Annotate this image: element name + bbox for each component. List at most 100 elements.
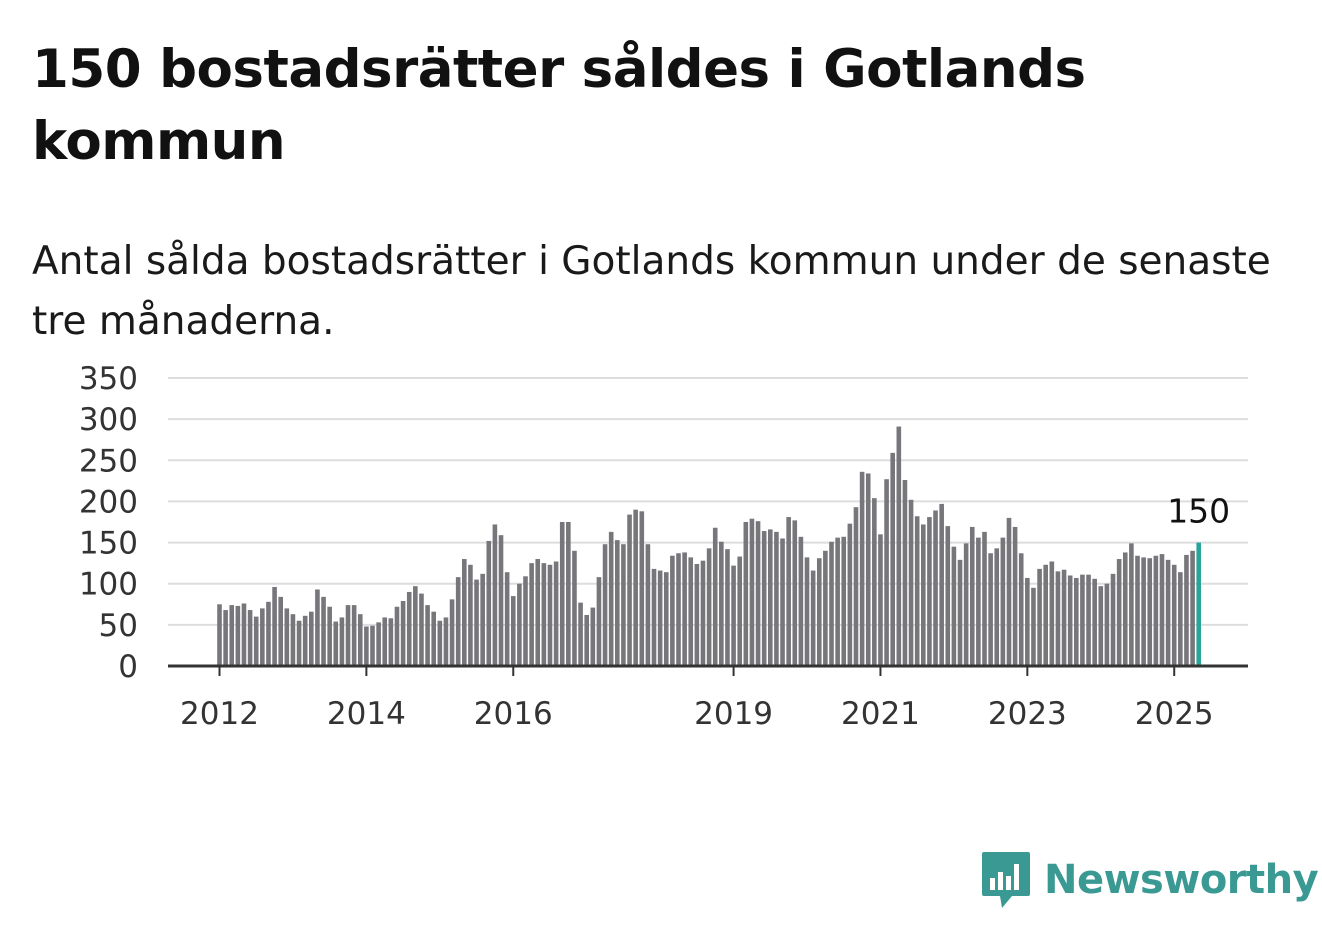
bar	[737, 556, 742, 666]
bar	[309, 611, 314, 666]
bar	[315, 589, 320, 666]
bar	[872, 498, 877, 666]
bar	[823, 550, 828, 666]
bar	[963, 543, 969, 666]
bar	[241, 603, 247, 666]
bar	[517, 583, 522, 666]
y-tick-label: 250	[79, 443, 138, 479]
bar	[351, 605, 357, 666]
bar	[982, 531, 987, 666]
bar	[394, 606, 400, 666]
bar	[945, 526, 951, 666]
bar	[388, 618, 394, 666]
bar	[1129, 543, 1134, 666]
bar	[223, 610, 228, 666]
bar	[853, 507, 859, 666]
bar	[260, 608, 265, 666]
bar	[364, 626, 369, 666]
y-tick-label: 300	[79, 402, 138, 438]
bar	[1141, 557, 1146, 666]
y-tick-label: 200	[79, 484, 138, 520]
bar	[1092, 578, 1097, 666]
bar	[1104, 583, 1110, 666]
y-tick-label: 150	[79, 526, 138, 562]
bar	[253, 616, 259, 666]
bar	[1178, 572, 1183, 666]
x-tick-label: 2012	[180, 696, 259, 732]
newsworthy-logo-icon	[982, 852, 1030, 908]
bar	[1018, 553, 1024, 666]
bar	[602, 544, 608, 666]
bar	[621, 544, 626, 666]
bar	[957, 559, 963, 666]
bar	[859, 471, 865, 666]
bar	[663, 572, 669, 666]
bar	[786, 517, 791, 666]
bar	[1147, 558, 1153, 666]
bar	[890, 452, 895, 666]
bar	[284, 608, 290, 666]
y-tick-label: 0	[118, 649, 138, 685]
bar	[682, 552, 687, 666]
y-axis-ticks: 0 50 100 150 200 250 300 350	[79, 361, 138, 685]
bar	[492, 524, 498, 666]
bar	[345, 605, 351, 666]
bar	[829, 541, 834, 666]
bar	[296, 620, 302, 666]
bar	[382, 617, 388, 666]
x-tick-label: 2021	[841, 696, 920, 732]
y-tick-label: 50	[99, 608, 138, 644]
bar	[615, 540, 620, 666]
bar	[596, 577, 602, 666]
bar	[896, 426, 902, 666]
bar	[902, 480, 908, 666]
bar	[627, 514, 632, 666]
bar	[768, 529, 773, 666]
bar	[988, 553, 993, 666]
bar	[639, 511, 645, 666]
bar	[449, 599, 455, 666]
bar	[462, 559, 467, 666]
bar	[884, 479, 889, 666]
bar	[486, 540, 492, 666]
bar	[480, 573, 485, 666]
bar	[694, 563, 700, 666]
bar	[523, 576, 528, 666]
bar	[1165, 559, 1171, 666]
bar	[651, 568, 657, 666]
bar	[455, 577, 461, 666]
data-label-last: 150	[1167, 492, 1230, 531]
bar	[865, 473, 871, 666]
bar	[419, 593, 424, 666]
bar	[1067, 575, 1073, 666]
bar	[425, 605, 430, 666]
bar	[951, 546, 957, 666]
bar	[510, 596, 516, 666]
bar-highlight	[1196, 542, 1201, 666]
bar	[1037, 568, 1042, 666]
bar	[633, 509, 638, 666]
bar	[504, 572, 510, 666]
bar	[1116, 559, 1122, 666]
bar	[302, 615, 308, 666]
bar	[247, 610, 253, 666]
bar	[976, 537, 981, 666]
bar	[357, 614, 363, 666]
bar	[1043, 564, 1048, 666]
bar	[578, 602, 583, 666]
bar	[370, 625, 375, 666]
bar	[816, 558, 822, 666]
x-axis-ticks: 2012 2014 2016 2019 2021 2023 2025	[180, 666, 1214, 732]
bar	[700, 560, 706, 666]
bar	[1031, 587, 1036, 666]
bar	[547, 564, 553, 666]
bar	[1000, 537, 1006, 666]
bar	[217, 604, 222, 666]
bar	[939, 503, 944, 666]
data-labels: 150	[1167, 492, 1230, 531]
bar	[810, 570, 816, 666]
bar	[670, 555, 675, 666]
y-tick-label: 350	[79, 361, 138, 397]
bar	[914, 516, 920, 666]
